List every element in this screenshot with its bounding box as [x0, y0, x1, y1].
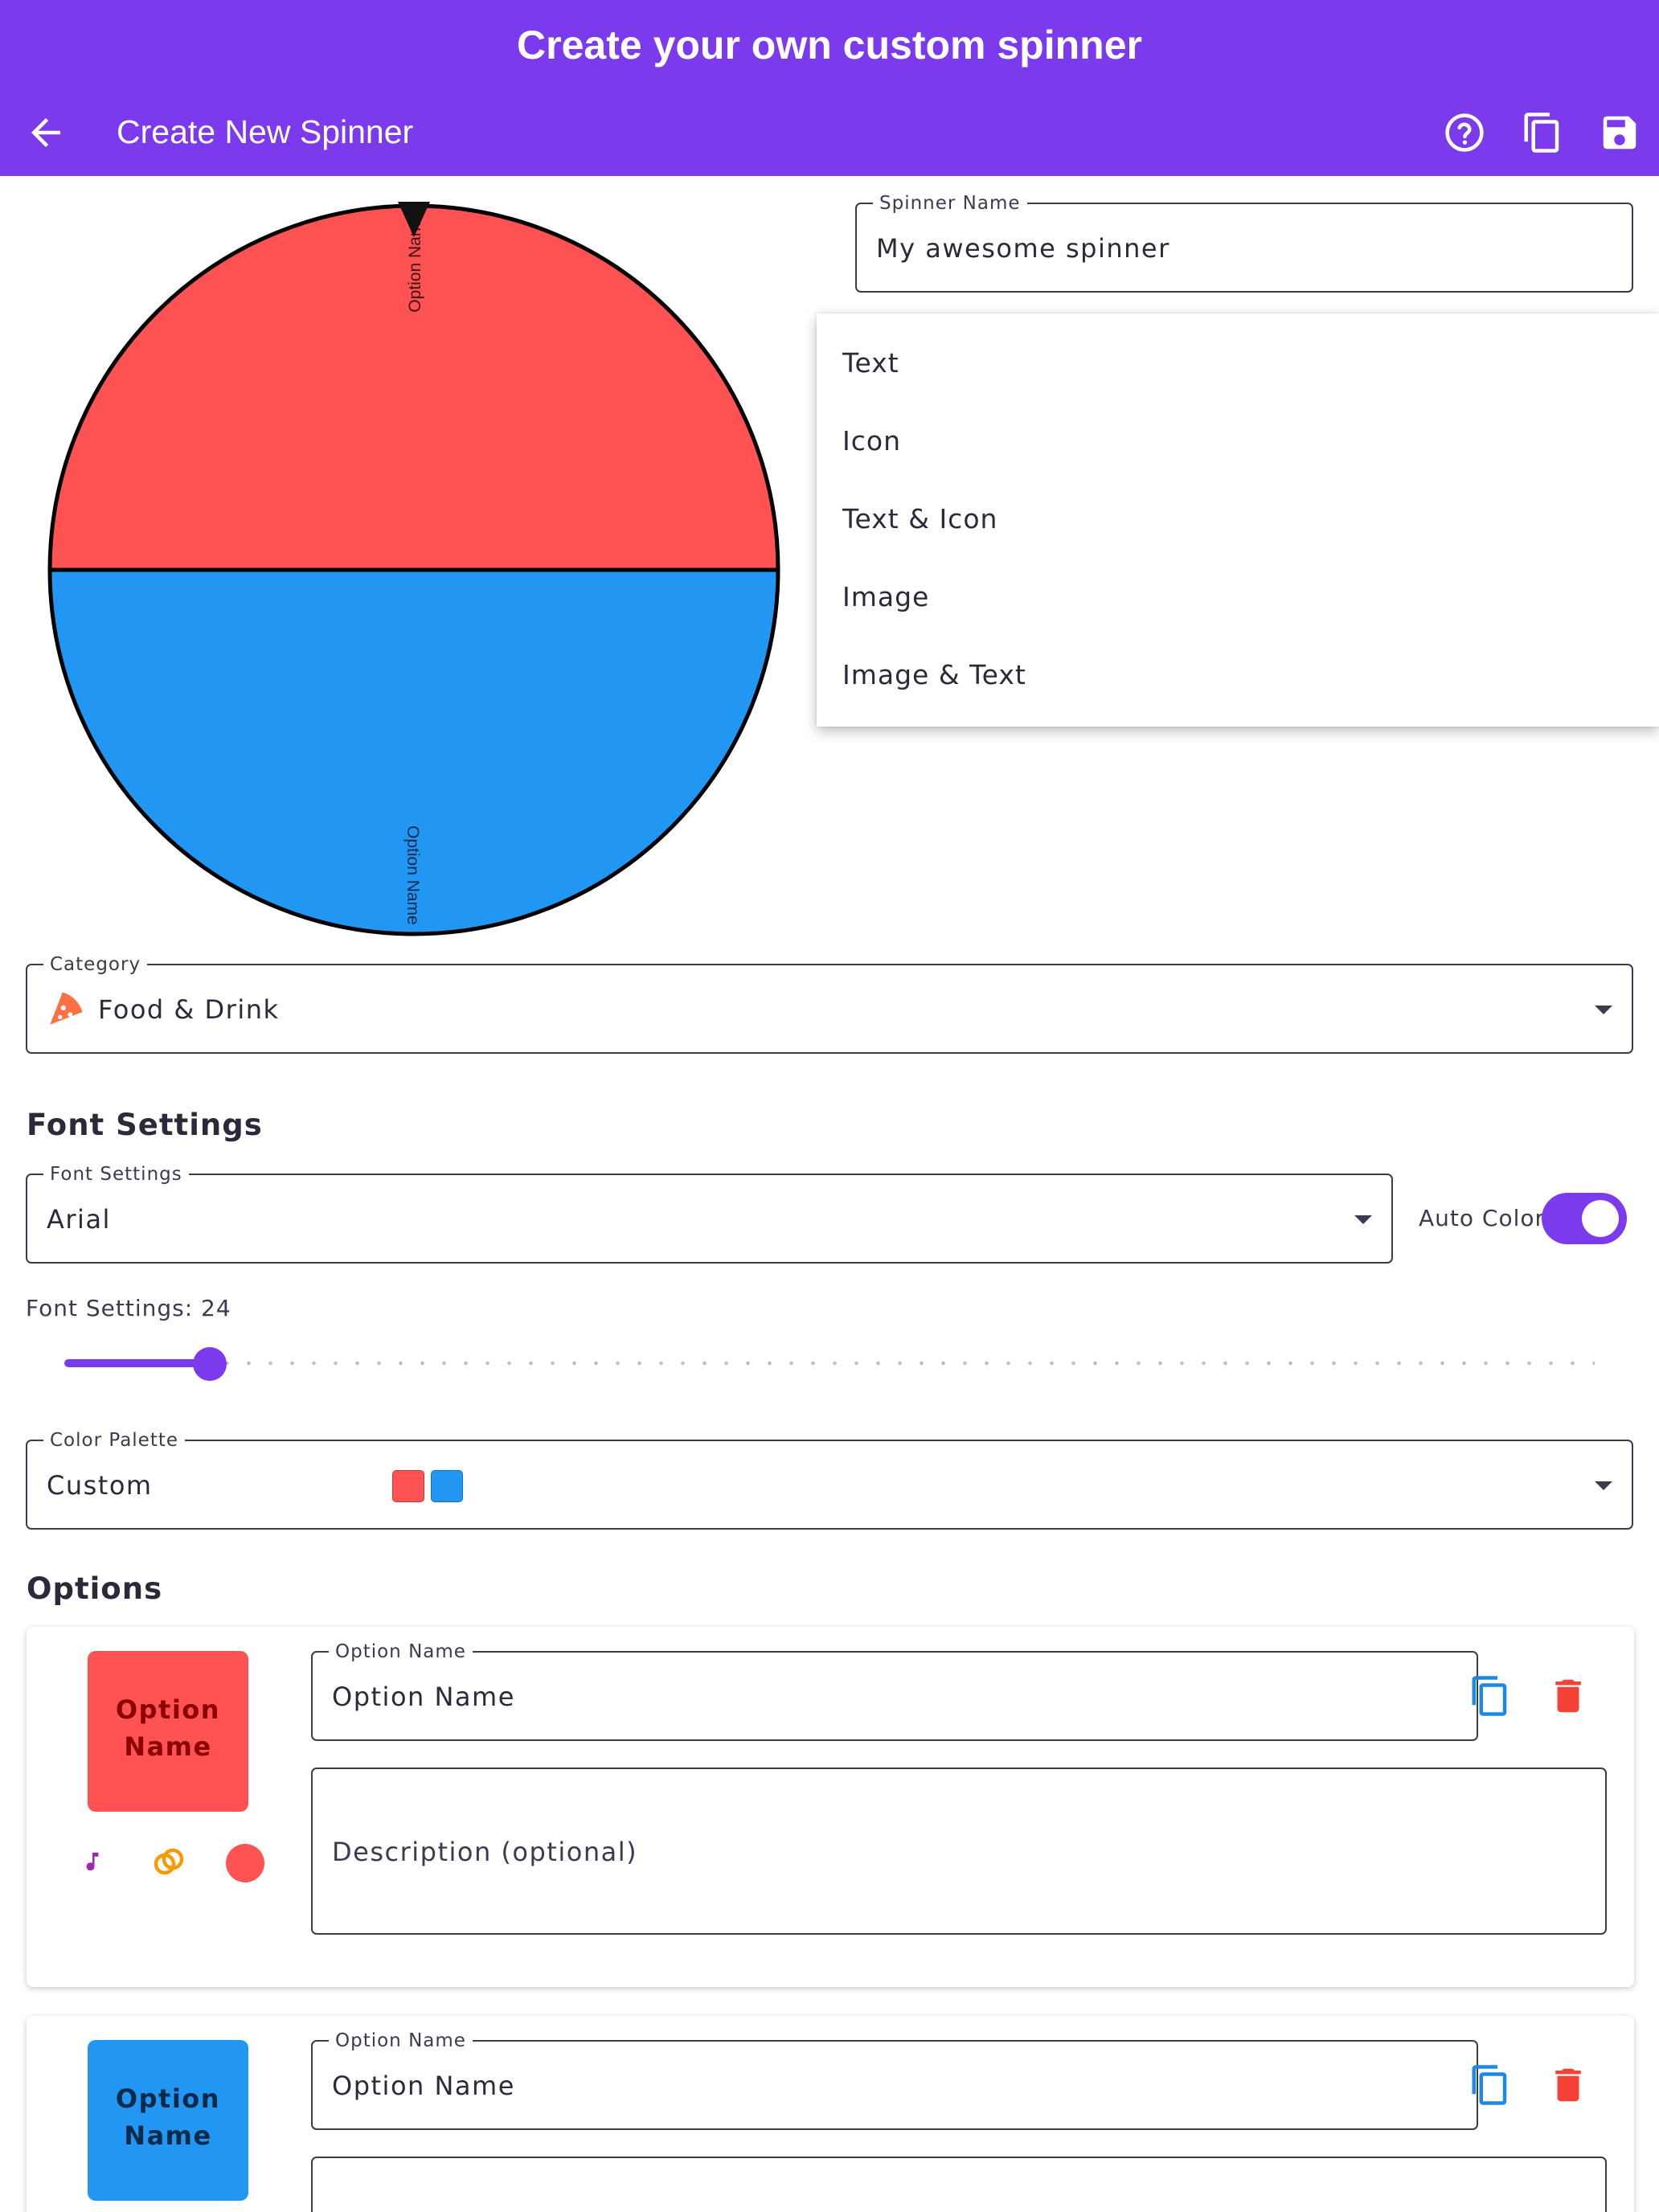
font-family-select[interactable]: Font Settings Arial: [26, 1163, 1393, 1264]
delete-option-icon[interactable]: [1546, 1674, 1590, 1718]
option-name-label: Option Name: [329, 1641, 473, 1663]
palette-swatch: [431, 1470, 463, 1502]
font-family-value: Arial: [47, 1204, 111, 1235]
font-settings-heading: Font Settings: [27, 1108, 263, 1142]
wheel-segment-2: [47, 567, 780, 936]
option-name-field[interactable]: Option Name Option Name: [311, 2030, 1478, 2130]
option-name-label: Option Name: [329, 2030, 473, 2052]
color-palette-select[interactable]: Color Palette Custom: [26, 1429, 1633, 1530]
color-palette-value: Custom: [47, 1470, 153, 1501]
option-card: Option Name Option Name Option Name Desc…: [27, 1627, 1634, 1987]
promo-banner: Create your own custom spinner: [0, 0, 1659, 88]
color-palette-label: Color Palette: [43, 1429, 186, 1452]
category-label: Category: [43, 953, 148, 976]
wheel-pointer: [398, 202, 430, 237]
copy-icon[interactable]: [1521, 111, 1564, 154]
back-arrow-icon[interactable]: [24, 111, 68, 154]
palette-swatches: [392, 1470, 463, 1502]
option-preview[interactable]: Option Name: [88, 1651, 248, 1812]
auto-color-label: Auto Color: [1419, 1205, 1546, 1231]
option-card: Option Name Option Name Option Name: [27, 2016, 1634, 2212]
music-note-icon[interactable]: [73, 1842, 112, 1881]
color-picker-circle[interactable]: [226, 1844, 264, 1882]
font-size-slider[interactable]: [64, 1344, 1595, 1382]
page-title: Create New Spinner: [117, 113, 414, 150]
menu-item-icon[interactable]: Icon: [842, 425, 901, 457]
menu-item-image[interactable]: Image: [842, 581, 930, 612]
option-description-placeholder: Description (optional): [332, 1837, 638, 1867]
menu-item-image-text[interactable]: Image & Text: [842, 659, 1026, 690]
spinner-wheel[interactable]: Option Name Option Name: [44, 197, 784, 940]
menu-item-text-icon[interactable]: Text & Icon: [842, 503, 998, 535]
pizza-icon: [50, 992, 83, 1025]
wheel-label-1: Option Name: [406, 213, 424, 313]
option-name-value: Option Name: [332, 1682, 515, 1712]
spinner-name-field[interactable]: Spinner Name My awesome spinner: [855, 192, 1633, 293]
font-size-slider-thumb[interactable]: [193, 1347, 227, 1381]
auto-color-toggle[interactable]: [1542, 1193, 1627, 1244]
option-name-value: Option Name: [332, 2071, 515, 2101]
menu-item-text[interactable]: Text: [842, 347, 899, 379]
spinner-name-label: Spinner Name: [873, 192, 1027, 215]
category-value: Food & Drink: [98, 994, 280, 1025]
duplicate-option-icon[interactable]: [1469, 2063, 1512, 2107]
palette-swatch: [392, 1470, 424, 1502]
delete-option-icon[interactable]: [1546, 2063, 1590, 2107]
spinner-name-value: My awesome spinner: [876, 233, 1170, 264]
help-icon[interactable]: [1443, 111, 1486, 154]
font-family-label: Font Settings: [43, 1163, 189, 1186]
app-bar: Create New Spinner: [0, 88, 1659, 176]
display-type-menu: Text Icon Text & Icon Image Image & Text: [817, 313, 1659, 727]
save-icon[interactable]: [1598, 111, 1641, 154]
option-preview-label: Option Name: [115, 1694, 221, 1762]
option-description-field[interactable]: Description (optional): [311, 1768, 1607, 1935]
option-preview-label: Option Name: [115, 2083, 221, 2151]
duplicate-option-icon[interactable]: [1469, 1674, 1512, 1718]
wheel-label-2: Option Name: [403, 825, 422, 925]
font-size-label: Font Settings: 24: [26, 1295, 231, 1321]
chevron-down-icon: [1595, 1481, 1612, 1490]
rings-icon[interactable]: [150, 1842, 188, 1881]
category-select[interactable]: Category Food & Drink: [26, 953, 1633, 1054]
option-name-field[interactable]: Option Name Option Name: [311, 1641, 1478, 1741]
chevron-down-icon: [1595, 1006, 1612, 1014]
options-heading: Options: [27, 1571, 163, 1606]
option-preview[interactable]: Option Name: [88, 2040, 248, 2201]
option-description-field[interactable]: [311, 2157, 1607, 2212]
chevron-down-icon: [1354, 1215, 1372, 1224]
